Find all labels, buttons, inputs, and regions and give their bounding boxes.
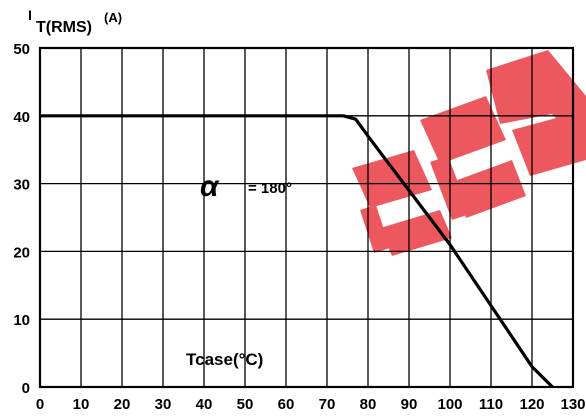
x-tick-label: 20 xyxy=(114,396,131,413)
x-tick-label: 50 xyxy=(237,396,254,413)
y-tick-label: 30 xyxy=(13,177,30,194)
plot-border xyxy=(38,46,575,389)
series-layer xyxy=(40,114,554,389)
watermark-logo xyxy=(352,50,586,256)
alpha-value: = 180° xyxy=(248,180,292,197)
grid-lines xyxy=(39,47,574,388)
x-tick-label: 10 xyxy=(73,396,90,413)
plot-frame xyxy=(38,46,575,389)
y-tick-labels: 0 10 20 30 40 50 xyxy=(13,41,30,397)
x-tick-label: 40 xyxy=(196,396,213,413)
x-tick-label: 0 xyxy=(36,396,44,413)
x-tick-label: 90 xyxy=(401,396,418,413)
x-tick-labels: 0 10 20 30 40 50 60 70 80 90 100 110 120 130 xyxy=(36,396,586,413)
alpha-symbol: α xyxy=(200,170,220,203)
y-axis-label-sub: T(RMS) xyxy=(36,19,92,36)
x-tick-label: 30 xyxy=(155,396,172,413)
x-tick-label: 120 xyxy=(519,396,544,413)
series-line xyxy=(40,114,554,389)
x-tick-label: 130 xyxy=(560,396,585,413)
y-axis-label-unit: (A) xyxy=(104,10,122,25)
x-axis-label: Tcase(°C) xyxy=(186,350,263,369)
y-axis-label-main: I xyxy=(28,7,32,23)
y-tick-label: 20 xyxy=(13,244,30,261)
y-tick-label: 40 xyxy=(13,109,30,126)
y-tick-label: 10 xyxy=(13,312,30,329)
x-tick-label: 100 xyxy=(437,396,462,413)
y-tick-label: 0 xyxy=(22,380,30,397)
x-tick-label: 80 xyxy=(360,396,377,413)
x-tick-label: 70 xyxy=(319,396,336,413)
y-tick-label: 50 xyxy=(13,41,30,58)
x-tick-label: 110 xyxy=(479,396,503,413)
x-tick-label: 60 xyxy=(278,396,295,413)
